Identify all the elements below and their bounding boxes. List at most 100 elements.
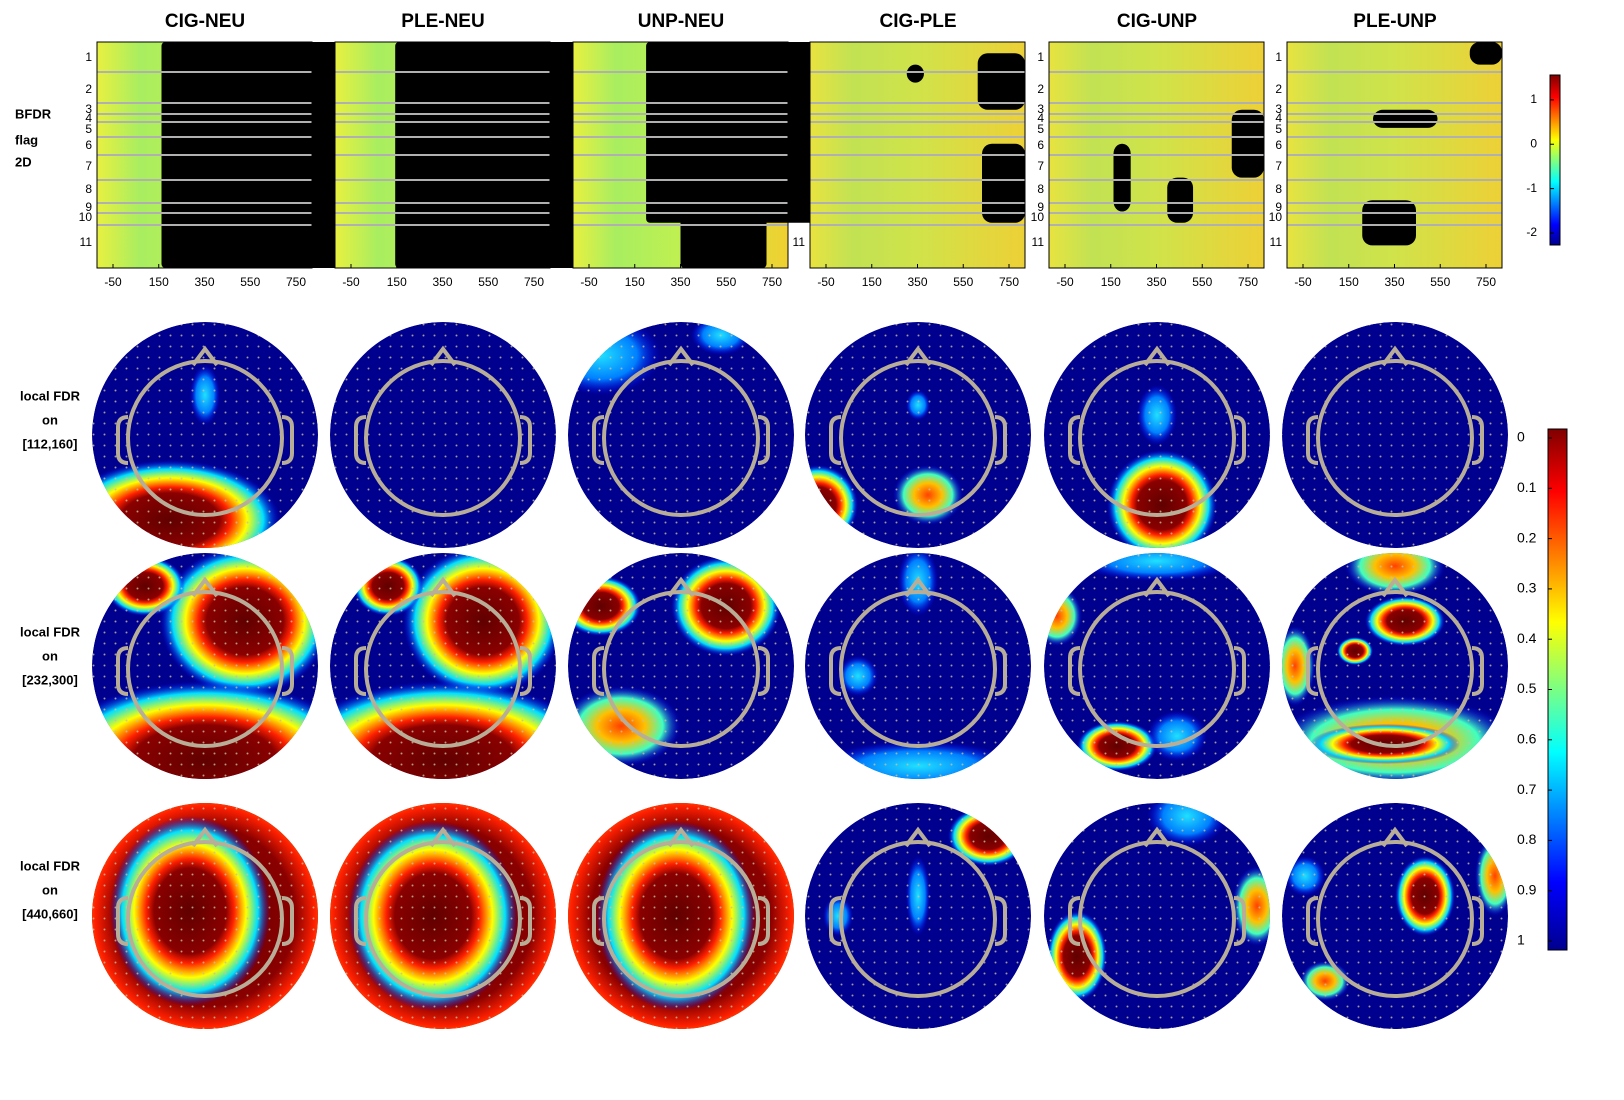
colorbar-tick-label: -1 <box>1526 181 1537 195</box>
channel-label: 7 <box>561 159 568 173</box>
topomap <box>1044 322 1270 560</box>
row-label: on <box>42 882 58 897</box>
heatmap-region <box>1373 110 1438 128</box>
channel-label: 7 <box>1037 159 1044 173</box>
colorbar-tick-label: 0 <box>1530 136 1537 150</box>
channel-label: 7 <box>1275 159 1282 173</box>
colorbar-tick-label: 0.3 <box>1517 580 1537 596</box>
column-title: CIG-NEU <box>165 11 245 32</box>
x-tick-label: 350 <box>194 275 214 289</box>
channel-label: 7 <box>85 159 92 173</box>
channel-label: 6 <box>798 138 805 152</box>
channel-label: 1 <box>1037 50 1044 64</box>
channel-label: 5 <box>323 122 330 136</box>
channel-label: 6 <box>1037 138 1044 152</box>
channel-label: 7 <box>323 159 330 173</box>
colorbar-tick-label: 0.6 <box>1517 731 1537 747</box>
row-label: BFDR <box>15 106 52 121</box>
heatmap-panel: -501503505507501234567891011 <box>79 42 377 289</box>
channel-label: 8 <box>561 182 568 196</box>
x-tick-label: 150 <box>149 275 169 289</box>
colorbar-tick-label: 0.9 <box>1517 881 1537 897</box>
channel-label: 1 <box>561 50 568 64</box>
x-tick-label: 550 <box>953 275 973 289</box>
channel-label: 6 <box>323 138 330 152</box>
channel-label: 6 <box>561 138 568 152</box>
row-label: local FDR <box>20 858 81 873</box>
channel-label: 10 <box>1031 210 1045 224</box>
channel-label: 11 <box>1032 235 1045 249</box>
channel-label: 2 <box>85 82 92 96</box>
heatmap-region <box>1114 144 1131 212</box>
x-tick-label: -50 <box>817 275 835 289</box>
x-tick-label: 350 <box>907 275 927 289</box>
channel-label: 8 <box>798 182 805 196</box>
row-label: on <box>42 648 58 663</box>
x-tick-label: 350 <box>1146 275 1166 289</box>
x-tick-label: 750 <box>999 275 1019 289</box>
x-tick-label: 550 <box>716 275 736 289</box>
column-title: CIG-UNP <box>1117 11 1198 32</box>
channel-label: 2 <box>1037 82 1044 96</box>
colorbar-tick-label: 0.7 <box>1517 781 1537 797</box>
row-label: 2D <box>15 154 32 169</box>
column-title: CIG-PLE <box>879 11 956 32</box>
x-tick-label: 150 <box>387 275 407 289</box>
channel-label: 6 <box>1275 138 1282 152</box>
channel-label: 10 <box>317 210 331 224</box>
row-label: flag <box>15 132 38 147</box>
x-tick-label: -50 <box>104 275 122 289</box>
heatmap-panel: -501503505507501234567891011 <box>1269 42 1502 289</box>
heatmap-region <box>681 212 767 269</box>
x-tick-label: 150 <box>625 275 645 289</box>
heatmap-panel: -501503505507501234567891011 <box>1031 42 1264 289</box>
x-tick-label: 350 <box>670 275 690 289</box>
channel-label: 10 <box>792 210 806 224</box>
x-tick-label: 550 <box>1192 275 1212 289</box>
channel-label: 10 <box>1269 210 1283 224</box>
colorbar-tick-label: 0.2 <box>1517 529 1537 545</box>
heatmap-region <box>907 65 924 83</box>
channel-label: 10 <box>79 210 93 224</box>
channel-label: 8 <box>85 182 92 196</box>
channel-label: 2 <box>798 82 805 96</box>
channel-label: 2 <box>1275 82 1282 96</box>
colorbar-tick-label: 0.4 <box>1517 630 1537 646</box>
x-tick-label: 550 <box>240 275 260 289</box>
x-tick-label: 750 <box>1476 275 1496 289</box>
channel-label: 5 <box>561 122 568 136</box>
x-tick-label: 750 <box>1238 275 1258 289</box>
x-tick-label: -50 <box>342 275 360 289</box>
channel-label: 5 <box>85 122 92 136</box>
channel-label: 11 <box>318 235 331 249</box>
x-tick-label: 750 <box>524 275 544 289</box>
heatmap-region <box>1362 200 1416 245</box>
column-title: PLE-NEU <box>401 11 484 32</box>
topomap <box>1275 536 1515 786</box>
row-label: local FDR <box>20 388 81 403</box>
heatmap-region <box>1167 178 1193 223</box>
colorbar-tick-label: 0 <box>1517 429 1525 445</box>
channel-label: 8 <box>1275 182 1282 196</box>
channel-label: 1 <box>798 50 805 64</box>
x-tick-label: -50 <box>580 275 598 289</box>
colorbar-tick-label: 0.5 <box>1517 680 1537 696</box>
channel-label: 1 <box>323 50 330 64</box>
colorbar-tick-label: 0.8 <box>1517 831 1537 847</box>
column-title: PLE-UNP <box>1353 11 1437 32</box>
channel-label: 1 <box>1275 50 1282 64</box>
channel-label: 11 <box>80 235 93 249</box>
heatmap-region <box>1470 42 1502 65</box>
channel-label: 1 <box>85 50 92 64</box>
row-label: local FDR <box>20 624 81 639</box>
figure: CIG-NEUPLE-NEUUNP-NEUCIG-PLECIG-UNPPLE-U… <box>0 0 1624 1095</box>
channel-label: 8 <box>323 182 330 196</box>
channel-label: 2 <box>561 82 568 96</box>
row-label: [440,660] <box>22 906 78 921</box>
channel-label: 5 <box>798 122 805 136</box>
x-tick-label: -50 <box>1294 275 1312 289</box>
channel-label: 10 <box>555 210 569 224</box>
colorbar-tick-label: -2 <box>1526 225 1537 239</box>
channel-label: 8 <box>1037 182 1044 196</box>
x-tick-label: 150 <box>1339 275 1359 289</box>
